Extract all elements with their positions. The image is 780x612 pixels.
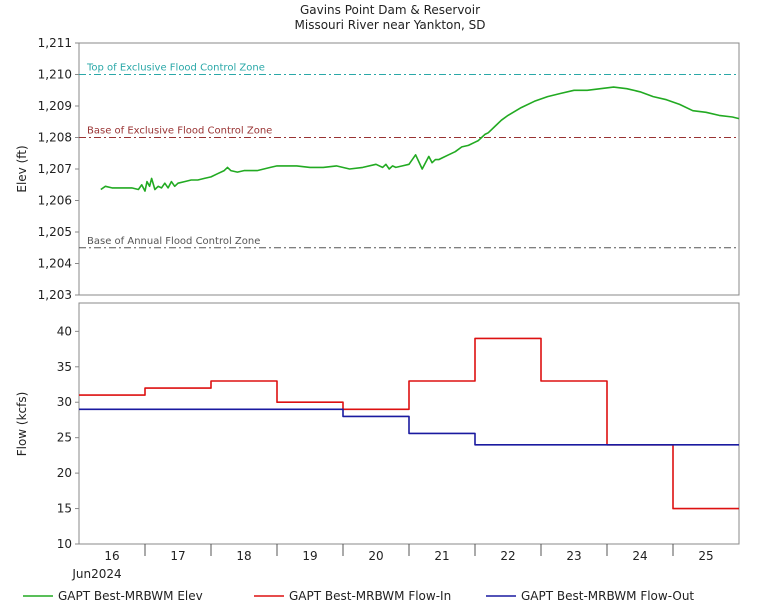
- elev-axis-label: Elev (ft): [15, 145, 29, 192]
- legend-label-flow_in: GAPT Best-MRBWM Flow-In: [289, 589, 451, 603]
- legend-label-elev: GAPT Best-MRBWM Elev: [58, 589, 203, 603]
- x-tick-label: 20: [368, 549, 383, 563]
- reference-label-top_excl: Top of Exclusive Flood Control Zone: [86, 63, 265, 74]
- elev-tick-label: 1,203: [38, 288, 72, 302]
- flow-tick-label: 15: [57, 502, 72, 516]
- series-line-elev: [100, 86, 740, 192]
- series-line-flow_out: [79, 408, 739, 446]
- elevation-panel-frame: [78, 42, 740, 296]
- x-axis-month-label: Jun2024: [71, 567, 121, 581]
- elev-tick-label: 1,208: [38, 131, 72, 145]
- flow-tick-label: 35: [57, 360, 72, 374]
- x-tick-label: 22: [500, 549, 515, 563]
- reference-label-base_excl: Base of Exclusive Flood Control Zone: [87, 126, 272, 137]
- flow-axis-label: Flow (kcfs): [15, 392, 29, 457]
- elev-tick-label: 1,206: [38, 194, 72, 208]
- x-tick-label: 24: [632, 549, 647, 563]
- elev-tick-label: 1,205: [38, 225, 72, 239]
- legend-label-flow_out: GAPT Best-MRBWM Flow-Out: [521, 589, 694, 603]
- elev-tick-label: 1,204: [38, 257, 72, 271]
- elev-tick-label: 1,209: [38, 99, 72, 113]
- flow-tick-label: 20: [57, 466, 72, 480]
- flow-tick-label: 10: [57, 537, 72, 551]
- x-tick-label: 17: [170, 549, 185, 563]
- flow-tick-label: 40: [57, 324, 72, 338]
- x-tick-label: 16: [104, 549, 119, 563]
- x-tick-label: 25: [698, 549, 713, 563]
- elev-tick-label: 1,207: [38, 162, 72, 176]
- reference-label-base_annual: Base of Annual Flood Control Zone: [87, 236, 260, 247]
- elev-tick-label: 1,211: [38, 36, 72, 50]
- x-tick-label: 23: [566, 549, 581, 563]
- x-tick-label: 18: [236, 549, 251, 563]
- chart-title-line1: Gavins Point Dam & Reservoir: [300, 3, 480, 17]
- flow-tick-label: 30: [57, 395, 72, 409]
- x-tick-label: 21: [434, 549, 449, 563]
- elev-tick-label: 1,210: [38, 68, 72, 82]
- series-line-flow_in: [79, 337, 739, 510]
- chart-title-line2: Missouri River near Yankton, SD: [295, 18, 486, 32]
- x-tick-label: 19: [302, 549, 317, 563]
- flow-tick-label: 25: [57, 431, 72, 445]
